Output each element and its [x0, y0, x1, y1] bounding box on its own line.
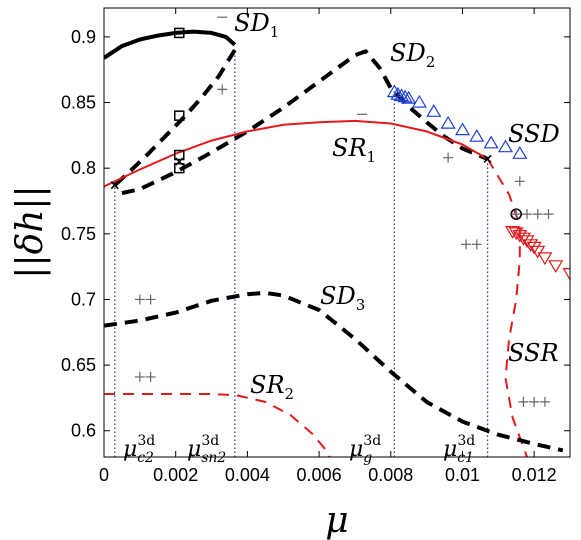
- square-marker-0: [174, 27, 185, 39]
- point-ssd-9: [469, 129, 485, 142]
- plus-marker-12: [134, 294, 145, 305]
- markers-layer: [110, 16, 570, 407]
- y-tick-label-3: 0.75: [61, 224, 96, 244]
- x-tick-label-6: 0.012: [512, 465, 557, 485]
- plus-marker-13: [145, 294, 156, 305]
- plus-marker-15: [145, 371, 156, 382]
- point-ssr-markers-4: [519, 235, 535, 249]
- x-marker-0: [110, 181, 119, 190]
- point-ssd-0: [386, 84, 402, 98]
- y-tick-label-2: 0.7: [71, 289, 96, 309]
- series-sr1: [104, 119, 489, 188]
- point-ssd-3: [397, 89, 413, 103]
- plus-marker-3: [511, 209, 522, 220]
- x-marker-2: [483, 154, 492, 164]
- point-ssd-7: [440, 115, 456, 129]
- plus-marker-11: [539, 396, 550, 407]
- x-tick-label-0: 0: [99, 465, 109, 485]
- x-tick-label-2: 0.004: [225, 465, 270, 485]
- point-ssr-markers-8: [537, 252, 553, 266]
- series-sr2: [104, 393, 331, 457]
- square-marker-3: [174, 162, 185, 174]
- point-ssd-4: [401, 90, 417, 104]
- point-ssd-12: [512, 146, 528, 159]
- mu-labels: μ3d c2 μ3d sn2 μ3d g μ3d c1: [123, 433, 475, 466]
- plus-marker-10: [529, 396, 540, 407]
- point-ssd-5: [411, 94, 427, 108]
- plus-marker-7: [461, 239, 472, 250]
- square-marker-1: [174, 110, 185, 121]
- x-tick-label-4: 0.008: [368, 465, 413, 485]
- y-tick-label-1: 0.65: [61, 355, 96, 375]
- mu-label-c2: μ3d c2: [123, 433, 155, 466]
- y-tick-label-5: 0.85: [61, 93, 96, 113]
- curve-labels: SD1 SD2 SSD SR1 SD3 SSR SR2: [234, 9, 560, 403]
- point-ssd-1: [390, 86, 406, 100]
- x-tick-label-1: 0.002: [153, 465, 198, 485]
- label-sd1: SD1: [234, 9, 279, 41]
- y-tick-label-0: 0.6: [71, 421, 96, 441]
- plus-marker-1: [443, 152, 454, 163]
- mu-label-sn2: μ3d sn2: [187, 433, 226, 466]
- point-ssr-markers-5: [523, 239, 539, 252]
- label-sd2: SD2: [390, 39, 435, 71]
- point-ssr-markers-0: [505, 226, 521, 239]
- plot-area: [104, 8, 570, 457]
- label-ssr: SSR: [508, 339, 559, 367]
- series-sd2: [121, 49, 489, 196]
- x-marker-1: [175, 157, 184, 166]
- label-sd3: SD3: [320, 282, 365, 314]
- series-sd1-unstable: [113, 48, 237, 187]
- series-sd1: [104, 29, 237, 60]
- label-sr2: SR2: [250, 371, 294, 403]
- plot-frame: [103, 7, 571, 458]
- label-ssd: SSD: [508, 120, 560, 148]
- point-ssr-markers-7: [530, 245, 546, 259]
- mu-label-c1: μ3d c1: [443, 433, 475, 466]
- plus-marker-5: [532, 209, 543, 220]
- y-tick-label-6: 0.9: [71, 27, 96, 47]
- x-axis-label: μ: [325, 500, 348, 540]
- series-sd3: [104, 290, 564, 453]
- point-ssd-6: [426, 104, 442, 117]
- mu-label-g: μ3d g: [349, 433, 381, 466]
- plus-marker-9: [518, 396, 529, 407]
- curves-layer: [104, 29, 564, 457]
- point-ssd-10: [483, 135, 499, 149]
- plus-marker-0: [217, 84, 228, 95]
- point-ssr-markers-6: [526, 241, 542, 255]
- plus-marker-6: [543, 209, 554, 220]
- x-tick-label-5: 0.01: [445, 465, 480, 485]
- series-ssr: [486, 158, 528, 457]
- y-axis-label: ||δh||: [10, 185, 51, 278]
- plus-marker-4: [521, 209, 532, 220]
- plus-marker-8: [471, 239, 482, 250]
- label-sr1: SR1: [332, 134, 376, 166]
- plus-marker-14: [134, 371, 145, 382]
- point-ssd-8: [454, 122, 471, 136]
- y-tick-label-4: 0.8: [71, 158, 96, 178]
- point-ssr-markers-10: [562, 268, 570, 281]
- point-ssr-markers-9: [548, 260, 564, 273]
- x-tick-label-3: 0.006: [297, 465, 342, 485]
- point-ssr-markers-3: [515, 232, 531, 246]
- square-marker-2: [174, 149, 185, 161]
- point-ssd-11: [497, 139, 514, 153]
- ticks-layer: 0 0.002 0.004 0.006 0.008 0.01 0.012 0.6 0.65 0.7…: [61, 8, 570, 485]
- plus-marker-2: [514, 176, 525, 187]
- point-ssd-2: [393, 88, 410, 102]
- vlines-layer: [114, 50, 489, 457]
